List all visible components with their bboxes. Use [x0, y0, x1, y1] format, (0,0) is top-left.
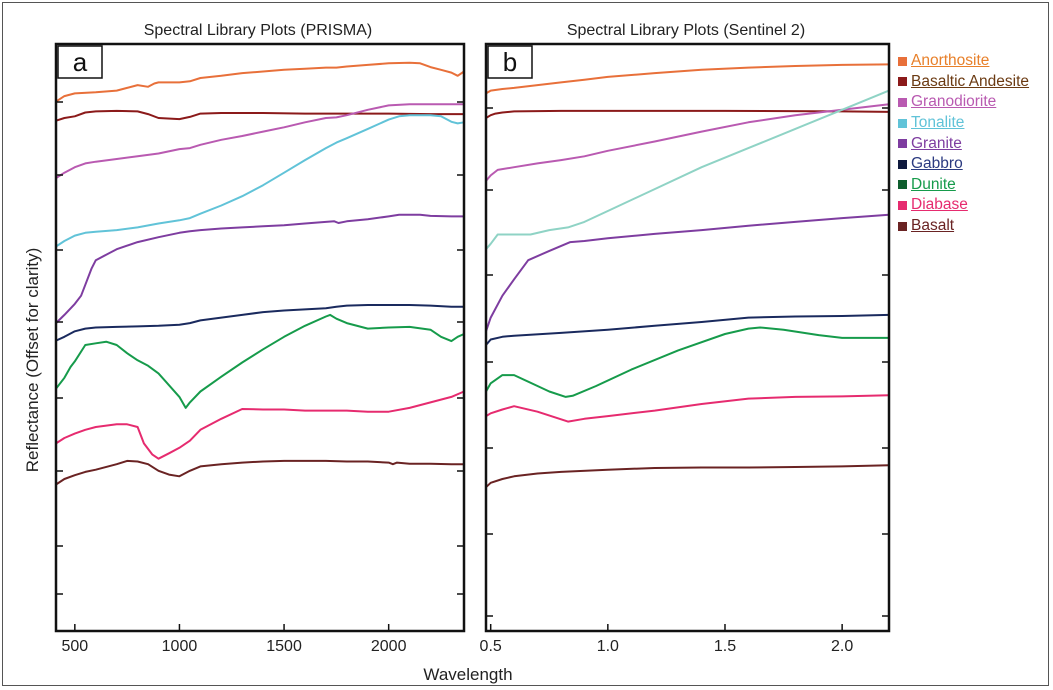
panel-a-series-basalt [55, 459, 464, 486]
legend-swatch [898, 139, 907, 149]
panel-a-series-gabbro [55, 304, 464, 342]
legend-label: Granodiorite [911, 93, 997, 111]
panel-b-x-tick-label: 0.5 [480, 638, 502, 655]
legend-swatch [898, 180, 907, 190]
panel-a-series-granite [55, 213, 464, 324]
panel-b-label-box [487, 45, 533, 79]
legend-item-diabase: Diabase [898, 195, 1029, 216]
panel-b-plot: 0.5 1.0 1.5 2.0 [480, 63, 890, 655]
panel-a-plot: 500 1000 1500 2000 [55, 61, 465, 655]
panel-a-series-tonalite [55, 114, 465, 248]
legend-label: Tonalite [911, 114, 965, 132]
panel-b-series-granodiorite [485, 103, 890, 182]
legend-item-basalt: Basalt [898, 216, 1029, 237]
legend-label: Basalt [911, 217, 955, 235]
panel-b-series-granite [485, 213, 890, 332]
x-axis-label: Wavelength [423, 665, 512, 684]
legend-label: Basaltic Andesite [911, 72, 1030, 90]
panel-b-letter: b [503, 47, 517, 77]
legend-swatch [898, 118, 907, 128]
legend-swatch [898, 77, 907, 87]
panel-a-series-basaltic-andesite [55, 109, 464, 122]
panel-a-title: Spectral Library Plots (PRISMA) [144, 22, 373, 39]
panel-b-sentinel2: Spectral Library Plots (Sentinel 2) 0.5 1… [480, 22, 891, 655]
panel-a-frame [54, 42, 466, 633]
legend-item-dunite: Dunite [898, 175, 1029, 196]
legend-item-granite: Granite [898, 133, 1029, 154]
legend-label: Anorthosite [911, 52, 990, 70]
panel-a-x-tick-label: 500 [61, 638, 88, 655]
legend-label: Dunite [911, 175, 956, 193]
panel-a-x-tick-label: 1500 [266, 638, 302, 655]
panel-a-series-granodiorite [55, 103, 464, 179]
panel-b-x-tick-label: 2.0 [831, 638, 853, 655]
panel-b-series-dunite [485, 326, 889, 398]
legend-swatch [898, 97, 907, 107]
legend-label: Gabbro [911, 155, 963, 173]
panel-a-letter: a [73, 47, 88, 77]
panel-a-series-anorthosite [55, 61, 465, 103]
panel-a-x-tick-label: 1000 [162, 638, 198, 655]
panel-a-x-tick-label: 2000 [371, 638, 407, 655]
panel-b-x-tick-label: 1.0 [597, 638, 619, 655]
panel-b-frame [484, 42, 891, 633]
y-axis-label: Reflectance (Offset for clarity) [23, 248, 42, 473]
panel-a-series-diabase [55, 390, 465, 460]
legend-label: Granite [911, 134, 962, 152]
legend-item-anorthosite: Anorthosite [898, 51, 1029, 72]
panel-b-x-tick-label: 1.5 [714, 638, 736, 655]
panel-a-label-box [57, 45, 103, 79]
panel-a-series-dunite [55, 313, 465, 409]
legend-item-granodiorite: Granodiorite [898, 92, 1029, 113]
legend-swatch [898, 221, 907, 231]
panel-b-series-anorthosite [485, 63, 890, 95]
panel-b-series-tonalite [485, 89, 890, 250]
legend-swatch [898, 159, 907, 169]
panel-a-prisma: Spectral Library Plots (PRISMA) 500 1000 1… [54, 22, 466, 655]
legend-label: Diabase [911, 196, 968, 214]
legend: Anorthosite Basaltic Andesite Granodiorite… [898, 51, 1029, 236]
legend-item-basaltic-andesite: Basaltic Andesite [898, 72, 1029, 93]
panel-b-series-gabbro [485, 313, 890, 346]
legend-item-tonalite: Tonalite [898, 113, 1029, 134]
panel-b-series-basalt [485, 464, 890, 488]
legend-swatch [898, 200, 907, 210]
panel-b-series-basaltic-andesite [485, 109, 890, 119]
panel-b-title: Spectral Library Plots (Sentinel 2) [567, 22, 805, 39]
panel-b-series-diabase [485, 394, 890, 423]
legend-item-gabbro: Gabbro [898, 154, 1029, 175]
legend-swatch [898, 56, 907, 66]
